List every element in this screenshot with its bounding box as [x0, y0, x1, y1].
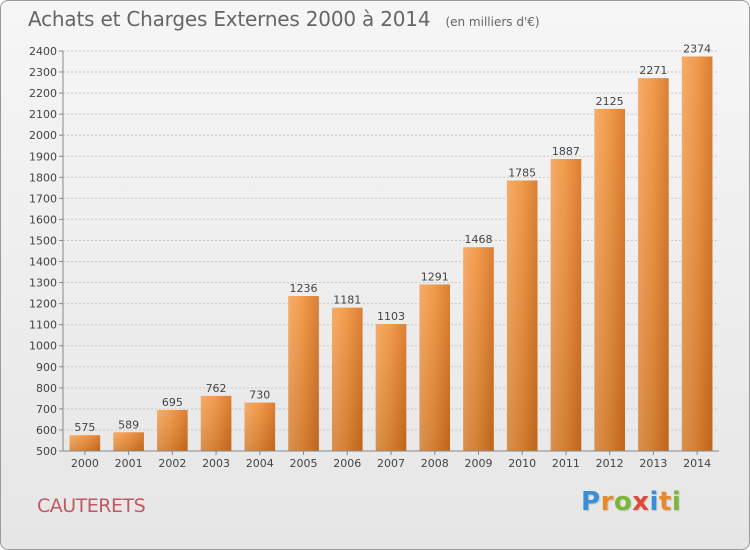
y-tick-label-600: 600 [36, 424, 57, 437]
data-label-2000: 575 [74, 421, 95, 434]
data-label-2006: 1181 [333, 294, 361, 307]
x-tick-label-2010: 2010 [508, 457, 536, 470]
y-tick-label-1300: 1300 [29, 277, 57, 290]
x-tick-label-2002: 2002 [158, 457, 186, 470]
y-tick-label-1200: 1200 [29, 298, 57, 311]
y-tick-label-1100: 1100 [29, 319, 57, 332]
bar-shade-2003 [200, 395, 232, 451]
x-tick-label-2007: 2007 [377, 457, 405, 470]
bar-shade-2011 [550, 159, 582, 451]
bar-shade-2014 [681, 56, 713, 451]
data-label-2005: 1236 [290, 282, 318, 295]
x-tick-label-2001: 2001 [115, 457, 143, 470]
bar-shade-2004 [244, 402, 276, 451]
y-tick-label-2000: 2000 [29, 129, 57, 142]
chart-title: Achats et Charges Externes 2000 à 2014 [28, 7, 431, 31]
y-tick-label-2400: 2400 [29, 45, 57, 58]
y-tick-label-700: 700 [36, 403, 57, 416]
y-tick-label-1400: 1400 [29, 256, 57, 269]
data-label-2013: 2271 [639, 64, 667, 77]
x-tick-label-2004: 2004 [246, 457, 274, 470]
data-label-2004: 730 [249, 389, 270, 402]
x-tick-label-2014: 2014 [683, 457, 711, 470]
x-tick-label-2012: 2012 [596, 457, 624, 470]
y-tick-label-1800: 1800 [29, 171, 57, 184]
data-label-2011: 1887 [552, 145, 580, 158]
chart-subtitle: (en milliers d'€) [445, 15, 540, 29]
logo-letter-5: t [658, 487, 672, 517]
x-tick-label-2013: 2013 [639, 457, 667, 470]
x-tick-label-2008: 2008 [421, 457, 449, 470]
bar-shade-2006 [331, 307, 363, 451]
y-tick-label-1000: 1000 [29, 340, 57, 353]
x-tick-label-2006: 2006 [333, 457, 361, 470]
bar-shade-2007 [375, 324, 407, 451]
y-tick-label-1600: 1600 [29, 213, 57, 226]
bar-shade-2013 [638, 78, 669, 451]
data-label-2014: 2374 [683, 42, 711, 55]
data-label-2001: 589 [118, 418, 139, 431]
x-tick-label-2009: 2009 [464, 457, 492, 470]
data-label-2008: 1291 [421, 270, 449, 283]
logo-letter-1: r [600, 487, 614, 517]
y-tick-label-500: 500 [36, 445, 57, 458]
bar-shade-2002 [157, 409, 188, 451]
logo-letter-4: i [649, 487, 659, 517]
y-tick-label-1700: 1700 [29, 192, 57, 205]
logo-letter-6: i [671, 487, 682, 517]
y-tick-label-2200: 2200 [29, 87, 57, 100]
data-label-2007: 1103 [377, 310, 405, 323]
x-tick-label-2011: 2011 [552, 457, 580, 470]
bar-shade-2005 [288, 296, 319, 451]
bar-shade-2001 [113, 432, 144, 451]
bar-shade-2010 [506, 180, 538, 451]
data-label-2010: 1785 [508, 166, 536, 179]
bar-shade-2009 [463, 247, 494, 451]
x-tick-label-2003: 2003 [202, 457, 230, 470]
axes: 500 600 700 800 900 1000 1100 1200 1300 1400 1500 1… [29, 45, 719, 470]
bar-shade-2008 [419, 284, 451, 451]
bar-shade-2000 [69, 435, 101, 451]
x-tick-label-2005: 2005 [290, 457, 318, 470]
logo-letter-0: P [581, 487, 601, 517]
data-label-2012: 2125 [596, 95, 624, 108]
data-label-2003: 762 [206, 382, 227, 395]
data-label-2002: 695 [162, 396, 183, 409]
logo-letter-3: x [632, 487, 650, 517]
y-tick-label-1500: 1500 [29, 234, 57, 247]
title-group: Achats et Charges Externes 2000 à 2014 (… [28, 7, 540, 31]
y-tick-label-2100: 2100 [29, 108, 57, 121]
bars: 575 589 695 762 730 1236 1181 1103 1291 1468 1785 1… [69, 42, 713, 451]
y-tick-label-2300: 2300 [29, 66, 57, 79]
y-tick-label-1900: 1900 [29, 150, 57, 163]
data-label-2009: 1468 [464, 233, 492, 246]
y-tick-label-900: 900 [36, 361, 57, 374]
logo-letter-2: o [613, 487, 633, 517]
bar-shade-2012 [594, 108, 625, 451]
x-tick-label-2000: 2000 [71, 457, 99, 470]
commune-name: CAUTERETS [37, 495, 146, 517]
proxiti-logo: Proxiti [581, 487, 681, 517]
y-tick-label-800: 800 [36, 382, 57, 395]
